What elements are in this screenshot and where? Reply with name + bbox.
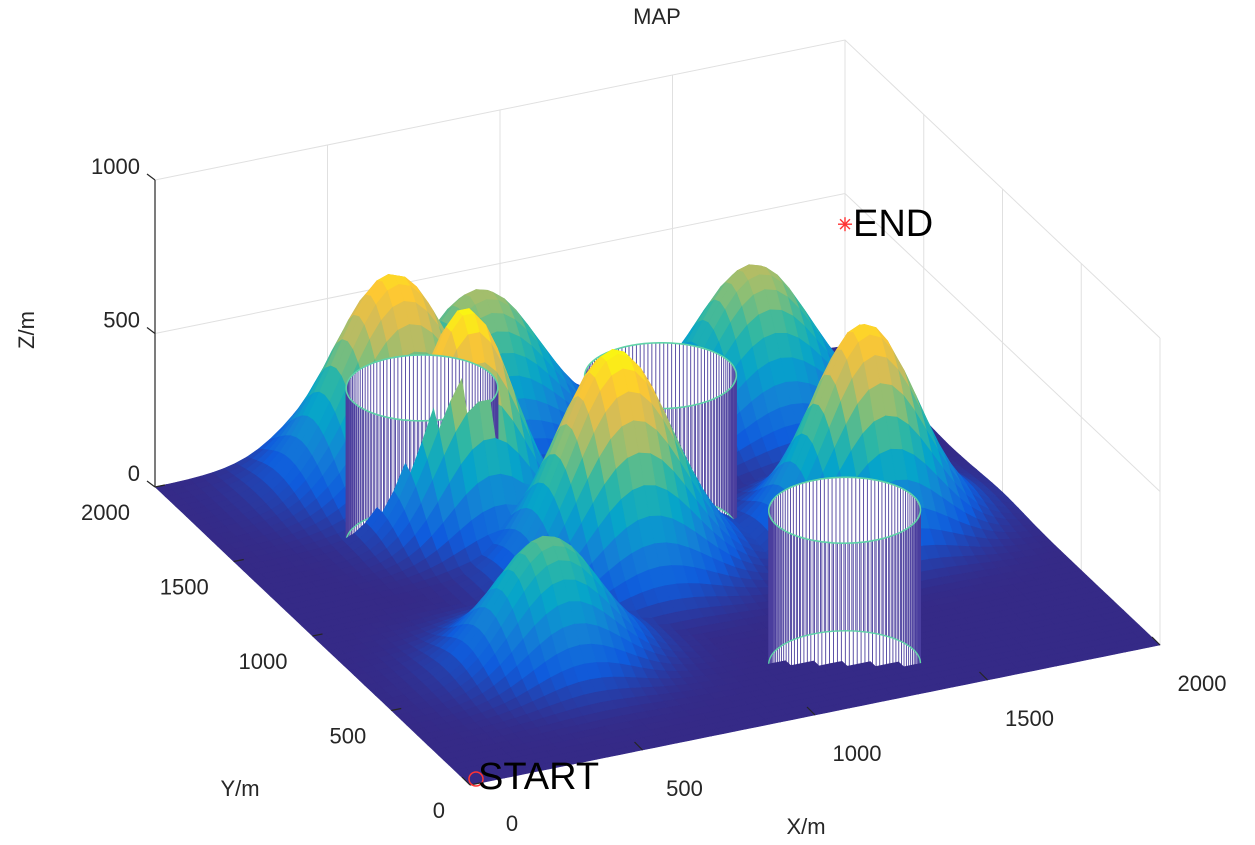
- x-tick-label: 1000: [833, 741, 882, 766]
- grid-line: [154, 39, 1161, 339]
- x-tick: [1151, 636, 1161, 646]
- z-tick: [146, 173, 156, 181]
- y-axis-label: Y/m: [220, 776, 259, 801]
- y-tick: [312, 633, 323, 637]
- point-marker: [838, 217, 852, 232]
- z-axis-label: Z/m: [14, 311, 39, 349]
- obstacle: [767, 476, 922, 698]
- y-tick-label: 0: [433, 798, 445, 823]
- x-tick: [634, 741, 643, 751]
- surface: [154, 264, 1161, 786]
- z-tick-label: 500: [103, 307, 140, 332]
- point-marker: [468, 771, 484, 787]
- chart-title: MAP: [633, 4, 681, 29]
- y-tick-label: 1000: [239, 649, 288, 674]
- x-tick: [979, 671, 988, 681]
- axes: 0 500 1000 0 500 1000 1500 2000 0 500 1000 1500 2000: [81, 154, 1226, 836]
- x-tick: [461, 776, 471, 786]
- obstacle-body: [768, 477, 921, 697]
- x-tick-label: 1500: [1005, 706, 1054, 731]
- point-label: START: [478, 756, 599, 798]
- y-tick-label: 500: [330, 723, 367, 748]
- y-tick: [391, 707, 402, 712]
- z-tick-label: 0: [128, 461, 140, 486]
- x-tick: [806, 706, 816, 716]
- point-label: END: [853, 203, 933, 245]
- x-tick-label: 0: [506, 811, 518, 836]
- y-tick: [154, 484, 166, 488]
- z-tick-label: 1000: [91, 154, 140, 179]
- x-tick-label: 2000: [1178, 671, 1227, 696]
- marker-stroke: [839, 218, 851, 230]
- y-tick-label: 1500: [160, 574, 209, 599]
- y-tick-label: 2000: [81, 500, 130, 525]
- x-axis-label: X/m: [786, 814, 825, 839]
- y-tick: [233, 558, 244, 563]
- x-tick-label: 500: [666, 776, 703, 801]
- obstacle-top-edge: [767, 476, 922, 545]
- z-tick: [146, 327, 156, 334]
- z-tick: [146, 480, 156, 488]
